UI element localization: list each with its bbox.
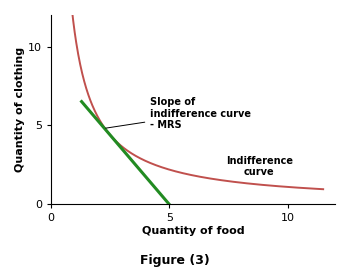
Text: Figure (3): Figure (3): [140, 254, 210, 267]
Y-axis label: Quantity of clothing: Quantity of clothing: [15, 47, 25, 172]
X-axis label: Quantity of food: Quantity of food: [142, 226, 244, 236]
Text: Indifference
curve: Indifference curve: [226, 156, 293, 177]
Text: Slope of
indifference curve
- MRS: Slope of indifference curve - MRS: [106, 97, 251, 130]
